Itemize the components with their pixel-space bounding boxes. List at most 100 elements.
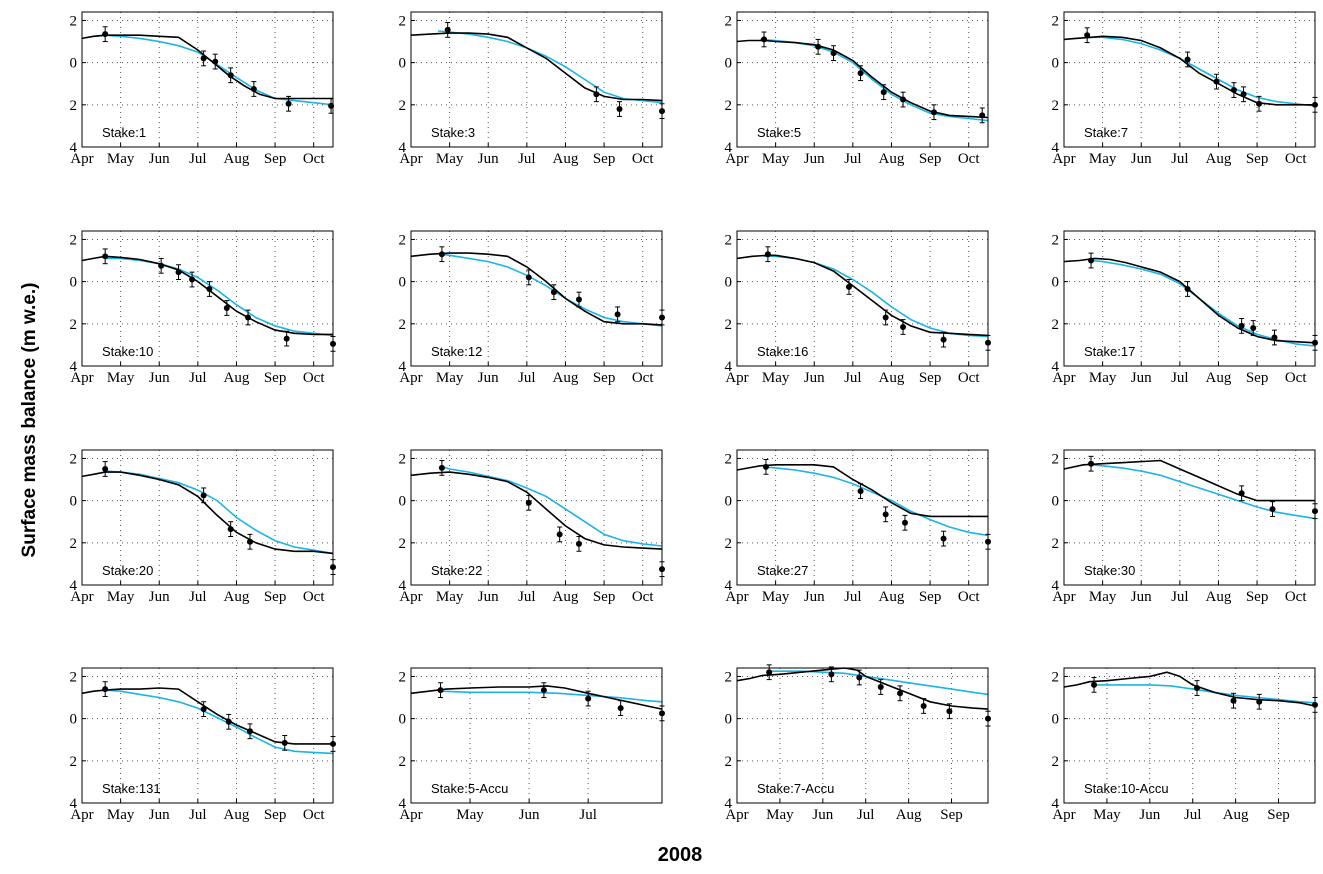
y-tick-label: 2 xyxy=(70,13,78,29)
observation-marker xyxy=(212,58,219,65)
y-tick-label: 0 xyxy=(725,275,733,291)
black-model-line xyxy=(81,34,333,100)
observation-point xyxy=(223,300,230,316)
x-tick-label: Sep xyxy=(593,151,616,167)
stake-label: Stake:7-Accu xyxy=(757,781,834,796)
observation-marker xyxy=(877,683,884,690)
observation-marker xyxy=(200,492,207,499)
x-tick-label: Oct xyxy=(1285,151,1307,167)
observation-point xyxy=(189,271,196,288)
x-tick-label: Sep xyxy=(593,370,616,386)
observation-marker xyxy=(882,314,889,321)
x-tick-label: May xyxy=(762,589,790,605)
x-tick-label: Jun xyxy=(1139,807,1160,823)
y-tick-label: 2 xyxy=(725,232,733,248)
x-tick-label: Aug xyxy=(224,370,250,386)
observation-marker xyxy=(764,251,771,258)
observation-marker xyxy=(102,253,109,260)
x-tick-label: Oct xyxy=(1285,370,1307,386)
y-tick-label: 4 xyxy=(725,359,733,375)
x-tick-label: May xyxy=(107,370,135,386)
observation-point xyxy=(1238,485,1245,502)
y-tick-label: 0 xyxy=(399,275,407,291)
y-tick-label: 0 xyxy=(70,712,78,728)
black-model-line xyxy=(81,471,334,555)
y-tick-label: 2 xyxy=(1052,13,1060,29)
observation-marker xyxy=(946,708,953,715)
x-tick-label: Jul xyxy=(1171,370,1189,386)
y-tick-label: 2 xyxy=(399,13,407,29)
stake-label: Stake:1 xyxy=(102,125,146,140)
x-tick-label: Apr xyxy=(1052,151,1075,167)
x-tick-label: Aug xyxy=(1206,589,1232,605)
observation-point xyxy=(1230,82,1237,98)
x-tick-label: Aug xyxy=(879,589,905,605)
y-axis-label: Surface mass balance (m w.e.) xyxy=(19,283,40,558)
y-tick-label: 2 xyxy=(70,317,78,333)
x-tick-label: Aug xyxy=(879,151,905,167)
stake-label: Stake:12 xyxy=(431,344,482,359)
observation-marker xyxy=(1240,91,1247,98)
observation-point xyxy=(1088,455,1095,472)
observation-marker xyxy=(223,304,230,311)
x-tick-label: Sep xyxy=(1246,370,1269,386)
observation-marker xyxy=(880,89,887,96)
y-tick-label: 2 xyxy=(725,536,733,552)
observation-marker xyxy=(525,499,532,506)
observation-marker xyxy=(540,687,547,694)
stake-label: Stake:10-Accu xyxy=(1084,781,1169,796)
observation-point xyxy=(227,521,234,537)
x-tick-label: Sep xyxy=(919,370,942,386)
x-tick-label: Jun xyxy=(812,807,833,823)
observation-point xyxy=(245,309,252,326)
observation-point xyxy=(285,95,292,112)
x-tick-label: Aug xyxy=(224,151,250,167)
x-tick-label: Jun xyxy=(478,589,499,605)
observation-point xyxy=(283,330,290,347)
observation-marker xyxy=(1269,506,1276,513)
x-tick-label: Aug xyxy=(879,370,905,386)
observation-marker xyxy=(857,488,864,495)
x-tick-label: Jun xyxy=(149,370,170,386)
observation-marker xyxy=(444,26,451,33)
observation-marker xyxy=(857,70,864,77)
observation-point xyxy=(940,331,947,348)
observation-marker xyxy=(828,671,835,678)
x-tick-label: Jul xyxy=(518,370,536,386)
observation-marker xyxy=(901,519,908,526)
observation-point xyxy=(246,533,253,550)
y-tick-label: 4 xyxy=(725,140,733,156)
x-tick-label: Oct xyxy=(958,589,980,605)
observation-point xyxy=(1088,252,1095,269)
y-tick-label: 0 xyxy=(399,712,407,728)
y-tick-label: 0 xyxy=(1052,275,1060,291)
x-tick-label: May xyxy=(436,589,464,605)
y-tick-label: 2 xyxy=(399,232,407,248)
x-tick-label: May xyxy=(766,807,794,823)
observation-marker xyxy=(175,269,182,276)
axes-frame xyxy=(410,667,663,804)
observation-marker xyxy=(979,112,986,119)
black-model-line xyxy=(736,39,989,119)
observation-marker xyxy=(856,674,863,681)
observation-marker xyxy=(845,283,852,290)
x-tick-label: Jul xyxy=(1171,151,1189,167)
observation-point xyxy=(761,31,768,48)
cyan-model-line xyxy=(105,470,334,555)
observation-point xyxy=(1184,281,1191,297)
observation-point xyxy=(102,681,109,697)
observation-point xyxy=(550,284,557,301)
observation-marker xyxy=(227,72,234,79)
x-tick-label: Sep xyxy=(940,807,963,823)
y-tick-label: 2 xyxy=(70,232,78,248)
observation-point xyxy=(946,703,953,720)
observation-marker xyxy=(900,323,907,330)
x-tick-label: May xyxy=(762,151,790,167)
axes-frame xyxy=(81,667,334,804)
y-tick-label: 2 xyxy=(70,669,78,685)
x-tick-label: Aug xyxy=(1206,370,1232,386)
